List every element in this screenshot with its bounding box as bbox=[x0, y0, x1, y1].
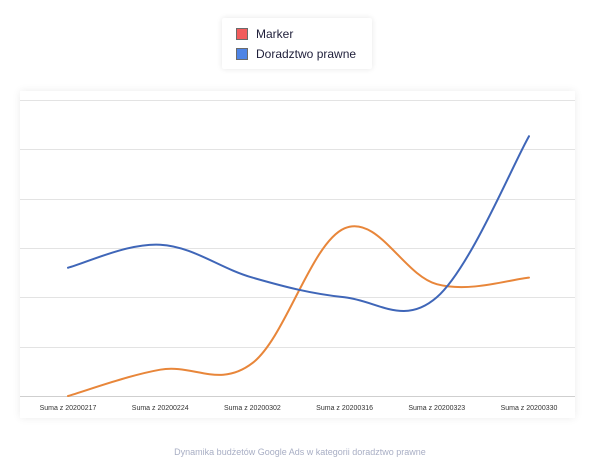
legend-label-marker: Marker bbox=[256, 27, 294, 41]
chart-legend: Marker Doradztwo prawne bbox=[222, 18, 372, 69]
chart-caption: Dynamika budżetów Google Ads w kategorii… bbox=[174, 447, 426, 457]
legend-swatch-marker bbox=[236, 28, 248, 40]
x-tick-label: Suma z 20200224 bbox=[132, 405, 189, 412]
x-tick-label: Suma z 20200217 bbox=[40, 405, 97, 412]
series-line-marker bbox=[67, 225, 530, 397]
legend-swatch-doradztwo bbox=[236, 48, 248, 60]
line-chart: Suma z 20200217 Suma z 20200224 Suma z 202… bbox=[20, 100, 575, 412]
legend-item-doradztwo[interactable]: Doradztwo prawne bbox=[236, 46, 356, 62]
legend-item-marker[interactable]: Marker bbox=[236, 26, 293, 42]
chart-area: Suma z 20200217 Suma z 20200224 Suma z 202… bbox=[20, 91, 575, 418]
series-line-doradztwo bbox=[67, 135, 530, 313]
x-tick-label: Suma z 20200330 bbox=[501, 405, 558, 412]
x-tick-label: Suma z 20200302 bbox=[224, 405, 281, 412]
legend-label-doradztwo: Doradztwo prawne bbox=[256, 47, 357, 61]
x-tick-label: Suma z 20200323 bbox=[408, 405, 465, 412]
x-tick-label: Suma z 20200316 bbox=[316, 405, 373, 412]
